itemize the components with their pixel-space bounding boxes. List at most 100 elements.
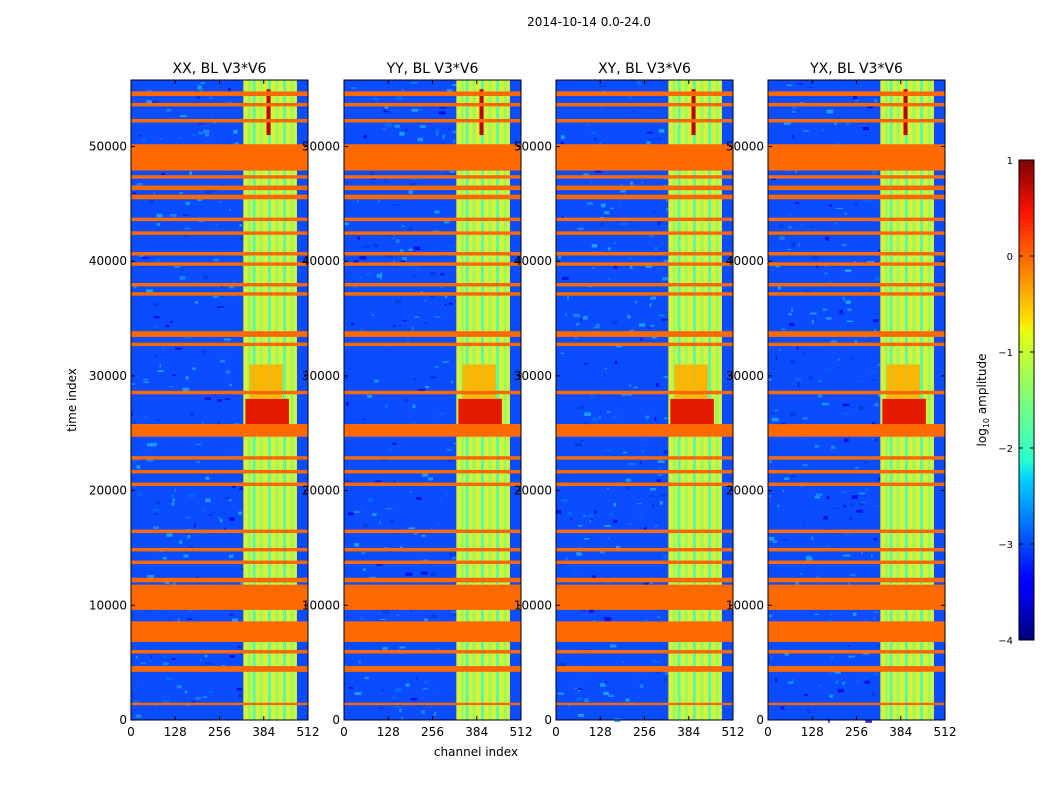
flagged-bands — [768, 91, 945, 706]
channel-stripe — [503, 80, 507, 720]
flagged-band — [768, 529, 945, 534]
flagged-band — [131, 702, 308, 706]
flagged-band — [768, 102, 945, 107]
flagged-band — [768, 91, 945, 97]
flagged-band — [768, 175, 945, 179]
flagged-band — [556, 283, 733, 287]
flagged-band — [768, 252, 945, 256]
panels: XX, BL V3*V6 0 128 256 384 512 0 10000 20000 3000… — [89, 61, 957, 739]
x-tick-label: 384 — [252, 725, 275, 739]
flagged-band — [768, 231, 945, 235]
panel-2: YY, BL V3*V6 0 128 256 384 512 0 10000 20000 3000… — [302, 61, 533, 739]
x-tick-label: 256 — [421, 725, 444, 739]
hot-streak — [903, 89, 908, 136]
flagged-band — [131, 577, 308, 583]
y-tick-label: 40000 — [302, 254, 340, 268]
flagged-band — [768, 331, 945, 337]
flagged-band — [131, 119, 308, 123]
flagged-band — [131, 185, 308, 191]
channel-stripe — [290, 80, 294, 720]
flagged-band — [131, 666, 308, 672]
y-tick-label: 20000 — [89, 484, 127, 498]
flagged-band — [768, 584, 945, 610]
y-tick-label: 0 — [544, 713, 552, 727]
flagged-band — [131, 175, 308, 179]
x-tick-label: 512 — [722, 725, 745, 739]
flagged-band — [556, 331, 733, 337]
flagged-band — [131, 456, 308, 460]
flagged-band — [768, 482, 945, 487]
flagged-band — [768, 390, 945, 395]
flagged-band — [131, 584, 308, 610]
flagged-band — [556, 185, 733, 191]
y-tick-label: 0 — [756, 713, 764, 727]
flagged-band — [768, 424, 945, 437]
flagged-band — [344, 283, 521, 287]
flagged-band — [556, 650, 733, 654]
x-tick-label: 128 — [589, 725, 612, 739]
flagged-band — [768, 577, 945, 583]
x-tick-label: 384 — [465, 725, 488, 739]
y-tick-label: 10000 — [302, 598, 340, 612]
flagged-band — [556, 584, 733, 610]
y-tick-label: 0 — [119, 713, 127, 727]
flagged-band — [556, 217, 733, 222]
x-tick-label: 384 — [889, 725, 912, 739]
flagged-band — [556, 666, 733, 672]
channel-stripe — [715, 80, 719, 720]
y-tick-label: 50000 — [726, 140, 764, 154]
flagged-band — [556, 292, 733, 296]
flagged-band — [556, 702, 733, 706]
flagged-band — [131, 91, 308, 97]
colorbar-tick-label: −2 — [998, 444, 1013, 455]
flagged-band — [131, 144, 308, 171]
flagged-band — [556, 91, 733, 97]
flagged-band — [131, 331, 308, 337]
flagged-band — [556, 456, 733, 460]
flagged-band — [768, 547, 945, 552]
flagged-band — [131, 283, 308, 287]
y-tick-label: 20000 — [302, 484, 340, 498]
panel-1: XX, BL V3*V6 0 128 256 384 512 0 10000 20000 3000… — [89, 61, 320, 739]
flagged-band — [556, 560, 733, 565]
flagged-band — [131, 342, 308, 347]
flagged-band — [556, 119, 733, 123]
panel-3: XY, BL V3*V6 0 128 256 384 512 0 10000 20000 3000… — [514, 61, 745, 739]
colorbar-tick-label: −3 — [998, 540, 1013, 551]
flagged-band — [556, 529, 733, 534]
y-tick-label: 0 — [332, 713, 340, 727]
y-tick-label: 30000 — [726, 369, 764, 383]
panel-title: YX, BL V3*V6 — [809, 61, 903, 77]
flagged-band — [556, 262, 733, 266]
flagged-band — [556, 390, 733, 395]
flagged-band — [131, 194, 308, 200]
flagged-band — [344, 650, 521, 654]
x-tick-label: 0 — [340, 725, 348, 739]
flagged-band — [768, 469, 945, 474]
flagged-band — [768, 621, 945, 643]
flagged-band — [344, 621, 521, 643]
flagged-band — [344, 185, 521, 191]
flagged-band — [344, 91, 521, 97]
x-tick-label: 128 — [377, 725, 400, 739]
flagged-band — [344, 702, 521, 706]
y-tick-label: 30000 — [514, 369, 552, 383]
flagged-band — [131, 262, 308, 266]
x-tick-label: 256 — [845, 725, 868, 739]
flagged-band — [768, 666, 945, 672]
y-tick-label: 50000 — [302, 140, 340, 154]
flagged-band — [344, 342, 521, 347]
panel-4: YX, BL V3*V6 0 128 256 384 512 0 10000 20000 3000… — [726, 61, 957, 739]
flagged-band — [556, 342, 733, 347]
flagged-band — [768, 283, 945, 287]
flagged-band — [768, 650, 945, 654]
flagged-band — [131, 102, 308, 107]
colorbar-tick-label: −1 — [998, 348, 1013, 359]
flagged-bands — [131, 91, 308, 706]
flagged-band — [768, 194, 945, 200]
flagged-band — [556, 194, 733, 200]
flagged-band — [768, 119, 945, 123]
channel-stripe — [927, 80, 931, 720]
flagged-band — [131, 621, 308, 643]
